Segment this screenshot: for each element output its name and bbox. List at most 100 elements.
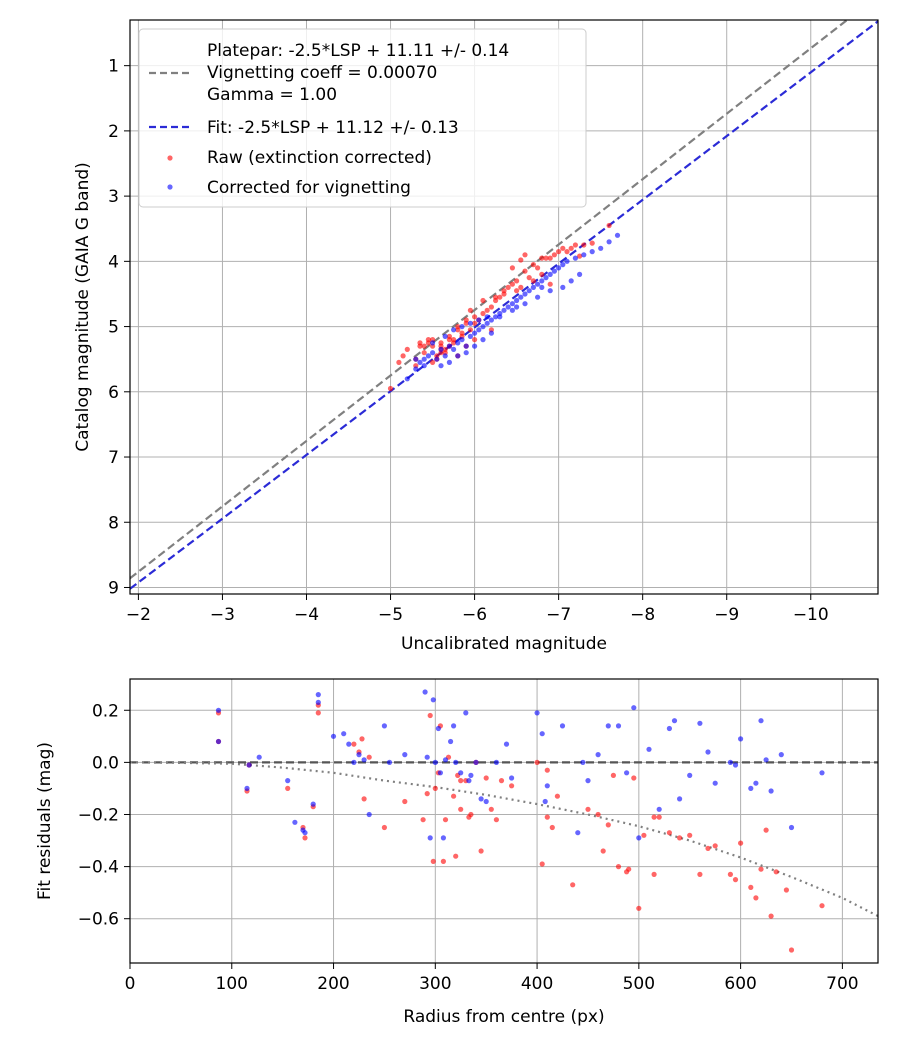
bottom-point-raw — [631, 775, 637, 781]
top-point-corrected — [459, 337, 465, 343]
bottom-point-corrected — [432, 759, 438, 766]
top-point-raw — [606, 222, 612, 229]
bottom-point-corrected — [386, 759, 393, 766]
top-point-corrected — [543, 275, 549, 281]
bottom-point-corrected — [656, 806, 662, 812]
bottom-point-raw — [819, 903, 825, 909]
top-xtick-label: −7 — [546, 605, 571, 625]
top-point-raw — [509, 281, 515, 287]
bottom-point-corrected — [738, 736, 744, 742]
bottom-ytick-label: 0.2 — [92, 701, 119, 721]
bottom-point-corrected — [753, 780, 759, 786]
bottom-point-raw — [705, 845, 711, 852]
bottom-point-raw — [788, 947, 795, 953]
top-point-raw — [497, 294, 503, 300]
top-point-corrected — [589, 249, 595, 255]
bottom-xtick-label: 200 — [317, 974, 349, 994]
top-point-corrected — [526, 288, 532, 294]
bottom-point-corrected — [544, 783, 550, 789]
top-line-platepar — [130, 20, 849, 580]
bottom-point-corrected — [356, 752, 362, 758]
top-point-raw — [560, 245, 566, 251]
top-point-corrected — [476, 317, 482, 323]
bottom-point-raw — [651, 871, 657, 878]
top-point-corrected — [442, 353, 448, 359]
bottom-point-corrected — [778, 752, 784, 758]
top-point-raw — [539, 271, 545, 277]
top-point-corrected — [421, 356, 427, 362]
bottom-scatter-points — [215, 689, 825, 953]
top-point-corrected — [577, 271, 583, 277]
bottom-point-corrected — [758, 718, 764, 724]
bottom-point-raw — [626, 866, 632, 872]
bottom-point-raw — [539, 861, 545, 867]
bottom-point-raw — [758, 866, 764, 872]
top-point-corrected — [425, 353, 431, 359]
top-ytick-label: 3 — [108, 187, 119, 207]
bottom-point-raw — [366, 754, 372, 760]
legend: Platepar: -2.5*LSP + 11.11 +/- 0.14 Vign… — [138, 28, 587, 208]
top-point-raw — [518, 257, 524, 263]
bottom-point-raw — [738, 840, 744, 846]
bottom-point-raw — [773, 869, 779, 875]
top-point-corrected — [430, 350, 436, 356]
bottom-point-raw — [712, 843, 718, 849]
bottom-point-raw — [544, 767, 550, 773]
bottom-point-corrected — [539, 731, 545, 737]
top-axis-ticks: −2 −3 −4 −5 −6 −7 −8 −9 −10 1 2 3 4 5 6 7 8 9 — [108, 57, 829, 625]
bottom-point-corrected — [315, 699, 321, 706]
bottom-point-corrected — [768, 788, 774, 794]
top-point-raw — [581, 242, 587, 248]
bottom-point-corrected — [466, 778, 472, 784]
bottom-point-corrected — [732, 762, 739, 768]
legend-frame — [138, 28, 587, 208]
top-point-corrected — [530, 284, 537, 290]
bottom-point-corrected — [302, 830, 308, 836]
top-ytick-label: 8 — [108, 513, 119, 533]
top-xlabel: Uncalibrated magnitude — [401, 634, 607, 654]
bottom-xtick-label: 300 — [419, 974, 451, 994]
top-point-corrected — [522, 291, 528, 297]
bottom-axis-ticks: 0 100 200 300 400 500 600 700 0.2 0.0 −0.2 −0.4 −0.6 — [78, 701, 859, 994]
top-point-corrected — [472, 343, 478, 349]
bottom-point-raw — [483, 775, 489, 781]
top-point-corrected — [581, 252, 587, 258]
bottom-point-raw — [361, 796, 367, 802]
top-point-corrected — [514, 297, 520, 304]
top-fit-lines — [130, 20, 878, 590]
top-point-corrected — [455, 353, 461, 359]
bottom-point-raw — [468, 811, 474, 818]
top-point-raw — [551, 252, 558, 258]
bottom-plot-frame — [129, 678, 879, 964]
top-point-raw — [455, 327, 461, 333]
top-ytick-label: 5 — [108, 318, 119, 338]
calibration-scatter-chart: −2 −3 −4 −5 −6 −7 −8 −9 −10 1 2 3 4 5 6 7 8 9 Uncalibrate… — [73, 19, 879, 654]
top-point-raw — [472, 320, 478, 326]
top-point-corrected — [417, 359, 423, 365]
top-point-raw — [488, 304, 494, 310]
bottom-point-corrected — [246, 762, 252, 768]
bottom-point-corrected — [424, 754, 430, 760]
bottom-point-corrected — [351, 759, 357, 766]
bottom-point-raw — [442, 817, 449, 823]
bottom-point-corrected — [646, 746, 652, 752]
top-point-raw — [421, 343, 427, 349]
bottom-point-corrected — [292, 819, 298, 825]
top-point-corrected — [606, 239, 612, 245]
top-ytick-label: 2 — [108, 122, 119, 142]
bottom-point-corrected — [437, 770, 443, 776]
top-point-corrected — [560, 262, 566, 268]
bottom-point-corrected — [705, 749, 711, 755]
top-point-corrected — [463, 343, 469, 349]
top-point-raw — [417, 340, 423, 346]
top-point-corrected — [564, 258, 570, 264]
bottom-point-raw — [554, 793, 561, 799]
top-point-raw — [572, 242, 579, 248]
bottom-point-corrected — [330, 733, 337, 739]
bottom-point-raw — [727, 871, 734, 878]
bottom-point-raw — [440, 858, 446, 865]
top-point-corrected — [493, 314, 499, 320]
bottom-point-raw — [534, 759, 540, 766]
top-point-corrected — [484, 314, 490, 320]
legend-corrected-label: Corrected for vignetting — [207, 178, 411, 198]
